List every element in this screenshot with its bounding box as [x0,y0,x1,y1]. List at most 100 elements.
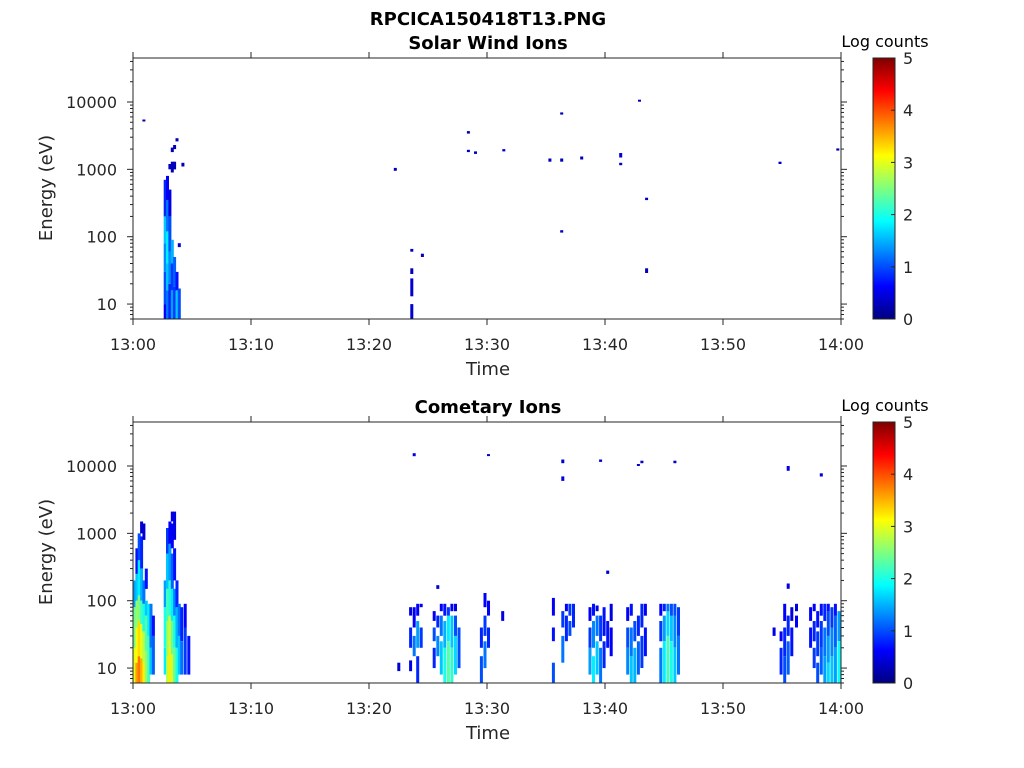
heatmap-cell [568,603,572,616]
heatmap-cell [592,603,595,616]
heatmap-cell [416,656,420,683]
colorbar-tick-label: 1 [903,622,913,641]
colorbar-tick-label: 2 [903,570,913,589]
heatmap-cell [142,119,146,122]
x-tick-label: 13:40 [582,699,628,718]
heatmap-cell [662,641,666,683]
x-tick-label: 14:00 [818,335,864,354]
heatmap-cell [561,611,565,628]
heatmap-cell [812,621,816,642]
panel-title: Solar Wind Ions [408,33,567,54]
heatmap-cell [659,621,663,642]
heatmap-cell [135,627,139,663]
heatmap-cell [548,158,552,162]
heatmap-cell [175,138,179,142]
heatmap-cell [819,603,823,616]
heatmap-cell [483,615,487,636]
heatmap-cell [602,641,606,669]
heatmap-cell [173,548,177,581]
heatmap-cell [137,533,141,561]
heatmap-cell [163,271,167,304]
heatmap-cell [416,621,420,648]
heatmap-cell [133,580,136,608]
heatmap-cell [819,621,823,648]
heatmap-cell [816,611,820,628]
heatmap-cell [140,536,144,569]
heatmap-cell [175,290,179,319]
heatmap-cell [173,161,177,170]
heatmap-cell [833,615,837,648]
heatmap-cell [137,621,141,657]
heatmap-cell [629,656,633,683]
heatmap-cell [837,641,841,683]
x-tick-label: 13:20 [346,335,392,354]
heatmap-cell [826,603,830,612]
heatmap-cell [786,466,790,471]
figure-title: RPCICA150418T13.PNG [370,9,606,30]
heatmap-cell [439,641,443,675]
solar-wind-panel: Solar Wind Ions 13:00 13:10 13:20 13:30 13:4… [36,32,929,380]
y-tick-label: 1000 [76,524,117,543]
heatmap-cell [636,464,640,466]
heatmap-cell [140,658,144,683]
heatmap-cell [677,635,680,675]
heatmap-cell [786,615,790,636]
plot-frame [132,57,842,320]
heatmap-cell [673,603,677,616]
heatmap-cell [595,615,599,636]
heatmap-cell [572,603,575,628]
heatmap-cell [410,304,414,319]
y-tick-label: 1000 [76,160,117,179]
heatmap-cell [137,595,141,621]
heatmap-cell [168,189,172,217]
colorbar-gradient [872,421,896,684]
heatmap-cell [826,662,830,683]
heatmap-cell [599,647,603,683]
heatmap-cell [142,603,146,632]
heatmap-cell [778,161,782,164]
colorbar-tick-label: 5 [903,49,913,68]
heatmap-cell [640,635,644,668]
heatmap-cell [177,288,181,319]
heatmap-cell [599,459,603,462]
heatmap-cell [643,603,647,616]
heatmap-cell [163,607,167,648]
heatmap-cell [659,603,663,616]
heatmap-cell [640,603,644,628]
heatmap-cell [795,615,798,628]
heatmap-cell [163,216,167,244]
heatmap-cell [168,543,172,581]
heatmap-cell [175,580,179,608]
heatmap-cell [673,615,677,648]
heatmap-cell [779,631,783,642]
x-tick-label: 13:50 [700,699,746,718]
y-axis-label: Energy (eV) [36,135,57,241]
heatmap-cell [592,621,595,648]
heatmap-cell [595,641,599,675]
heatmap-cell [446,607,450,616]
heatmap-cell [166,200,169,232]
heatmap-cell [412,635,416,657]
colorbar-title: Log counts [841,32,928,51]
heatmap-cell [142,523,146,540]
heatmap-cell [783,656,787,683]
heatmap-cell [149,647,153,675]
heatmap-cell [163,179,167,217]
heatmap-cell [177,243,181,248]
heatmap-cell [170,523,174,549]
heatmap-cell [826,611,830,636]
heatmap-cell [638,99,641,102]
heatmap-cell [677,607,680,636]
heatmap-cell [166,553,169,589]
heatmap-cell [409,660,413,672]
x-axis-label: Time [465,723,510,744]
heatmap-cell [166,621,169,657]
heatmap-cell [135,573,139,601]
heatmap-cell [592,656,595,683]
heatmap-cell [619,153,623,158]
heatmap-cell [147,603,151,636]
heatmap-cell [393,167,397,171]
x-tick-label: 13:40 [582,335,628,354]
heatmap-cell [170,239,174,264]
